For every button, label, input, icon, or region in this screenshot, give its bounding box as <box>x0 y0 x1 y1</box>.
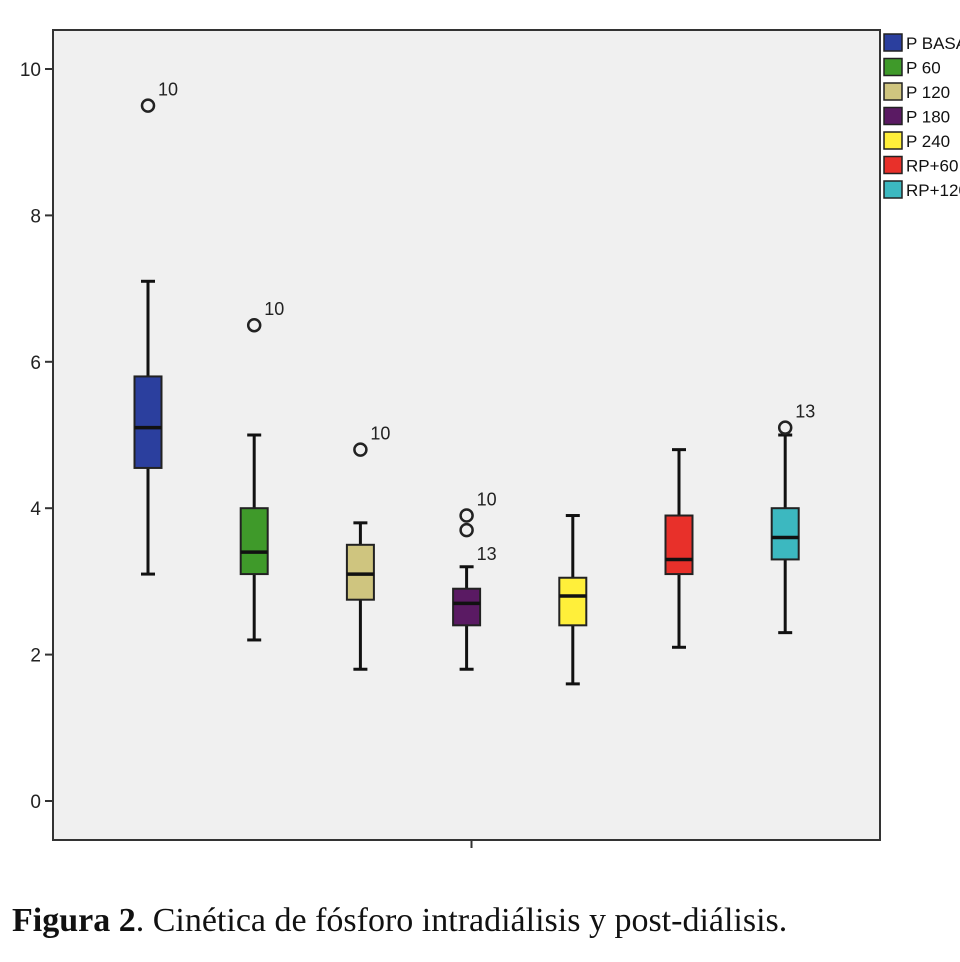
outlier-label: 13 <box>795 402 815 422</box>
legend-label: P 240 <box>906 132 950 151</box>
legend-swatch <box>883 33 903 52</box>
legend-swatch <box>883 106 903 126</box>
plot-area <box>52 29 881 841</box>
iqr-box <box>558 576 588 627</box>
outlier-point <box>140 98 156 113</box>
outlier-point <box>353 442 368 457</box>
box-p-180: 10 13 <box>452 490 497 671</box>
legend-swatch <box>883 155 903 175</box>
outlier-label: 10 <box>264 299 284 319</box>
outlier-label: 10 <box>477 490 497 510</box>
y-tick-label: 6 <box>30 353 41 374</box>
legend-swatch <box>883 57 903 77</box>
legend-label: P 180 <box>906 108 950 127</box>
y-tick-label: 2 <box>30 646 41 667</box>
box-p-240 <box>558 514 588 686</box>
iqr-box <box>664 514 694 576</box>
box-p-basal: 10 <box>133 80 178 576</box>
iqr-box <box>133 375 163 469</box>
caption-text: . Cinética de fósforo intradiálisis y po… <box>135 902 788 939</box>
legend-swatch <box>883 180 903 199</box>
outlier-point <box>246 317 262 333</box>
y-tick-label: 0 <box>30 792 41 813</box>
box-rp-120: 13 <box>770 402 815 635</box>
box-p-60: 10 <box>239 299 284 642</box>
legend-label: RP+60 <box>906 157 958 176</box>
legend-swatch <box>883 82 903 101</box>
y-tick-label: 10 <box>20 60 41 81</box>
legend-label: P 120 <box>906 83 950 102</box>
y-tick-label: 8 <box>30 206 41 227</box>
figure-caption: Figura 2. Cinética de fósforo intradiáli… <box>12 902 787 940</box>
figure-label: Figura 2 <box>12 902 136 939</box>
iqr-box <box>770 507 800 561</box>
outlier-point <box>777 420 793 435</box>
legend-label: RP+120 <box>906 181 960 200</box>
box-rp-60 <box>664 448 694 649</box>
y-axis: 0 2 4 6 8 10 <box>20 60 473 848</box>
box-p-120: 10 <box>345 424 390 671</box>
outlier-point <box>459 508 474 523</box>
outlier-label: 10 <box>370 424 390 444</box>
legend: P BASAL P 60 P 120 P 180 P 240 RP+60 RP+120 <box>883 33 960 200</box>
iqr-box <box>452 587 482 627</box>
box-plot-chart: 0 2 4 6 8 10 10 10 10 10 13 13 P BASAL P 60 P 120 P 1… <box>20 29 960 848</box>
boxes: 10 10 10 10 13 13 <box>133 80 815 686</box>
iqr-box <box>345 543 375 601</box>
y-tick-label: 4 <box>30 499 41 520</box>
outlier-label: 10 <box>158 80 178 100</box>
legend-label: P BASAL <box>906 34 960 53</box>
outlier-point <box>459 522 474 538</box>
legend-label: P 60 <box>906 59 941 78</box>
outlier-label: 13 <box>477 544 497 564</box>
iqr-box <box>239 507 269 576</box>
legend-swatch <box>883 131 903 150</box>
